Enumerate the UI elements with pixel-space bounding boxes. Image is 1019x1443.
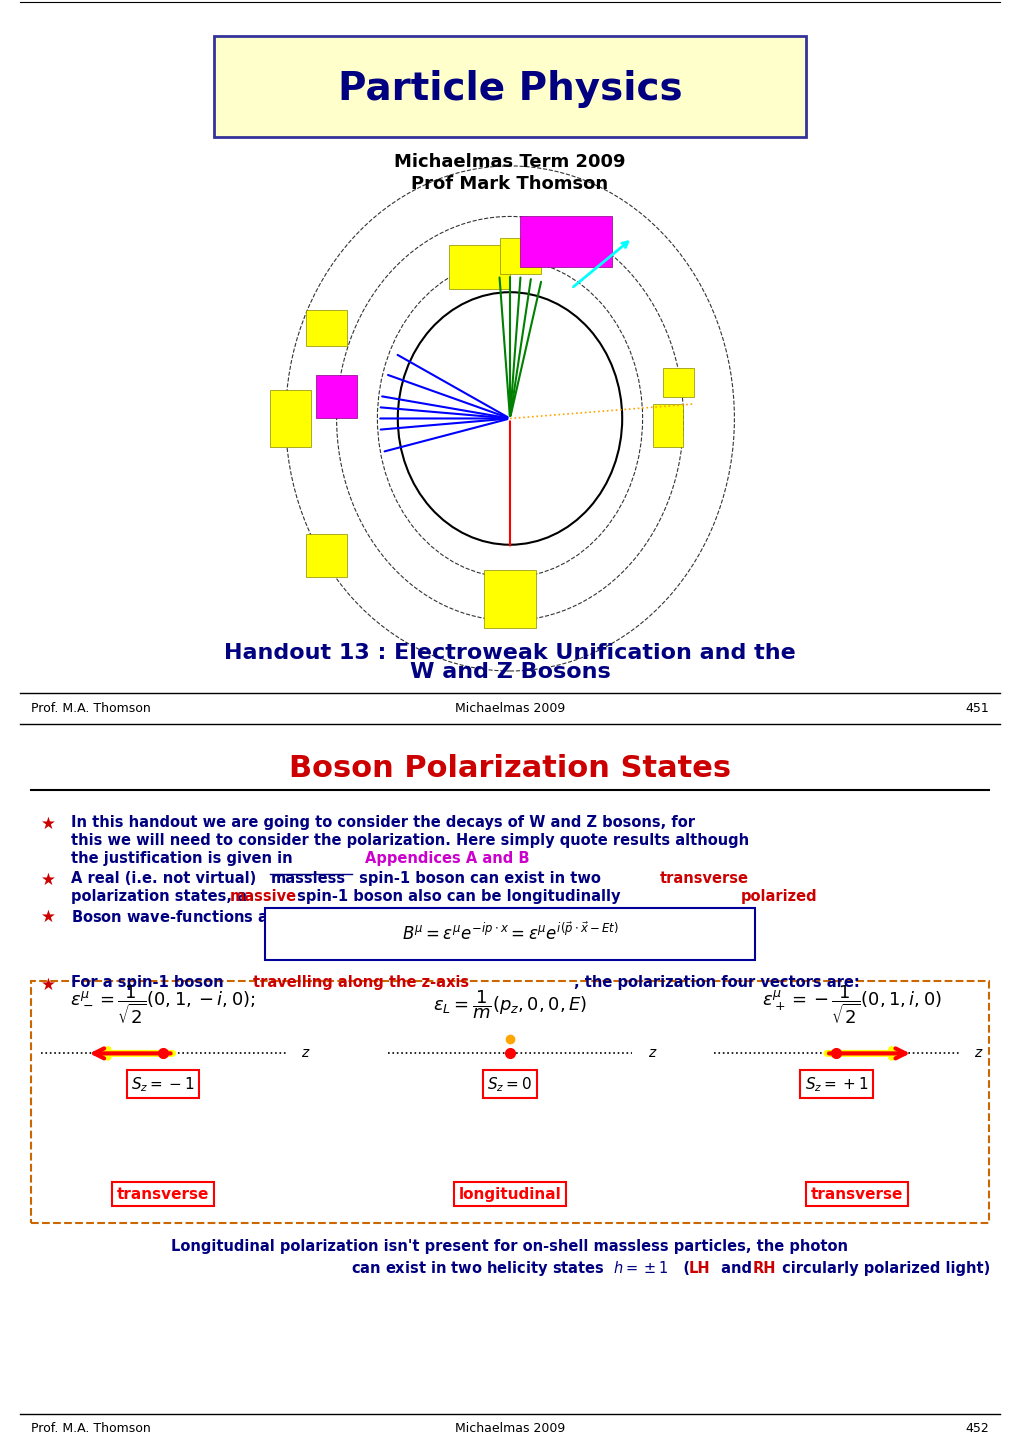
Text: 451: 451 [965, 701, 988, 716]
Text: A real (i.e. not virtual): A real (i.e. not virtual) [71, 870, 262, 886]
Text: massive: massive [229, 889, 297, 903]
FancyBboxPatch shape [520, 216, 611, 267]
Text: $S_z = +1$: $S_z = +1$ [804, 1075, 867, 1094]
Text: spin-1 boson can exist in two: spin-1 boson can exist in two [354, 870, 605, 886]
Text: $S_z = 0$: $S_z = 0$ [487, 1075, 532, 1094]
Text: Handout 13 : Electroweak Unification and the: Handout 13 : Electroweak Unification and… [224, 644, 795, 662]
Text: spin-1 boson also can be longitudinally: spin-1 boson also can be longitudinally [291, 889, 625, 903]
Text: z: z [973, 1046, 980, 1061]
Text: circularly polarized light): circularly polarized light) [776, 1261, 989, 1276]
FancyBboxPatch shape [316, 375, 357, 418]
Text: ★: ★ [41, 909, 56, 926]
Text: Longitudinal polarization isn't present for on-shell massless particles, the pho: Longitudinal polarization isn't present … [171, 1240, 848, 1254]
Text: Michaelmas Term 2009: Michaelmas Term 2009 [394, 153, 625, 172]
Text: transverse: transverse [117, 1186, 209, 1202]
Text: (: ( [667, 1261, 690, 1276]
Text: ★: ★ [41, 975, 56, 993]
Text: $S_z = -1$: $S_z = -1$ [131, 1075, 195, 1094]
Text: can exist in two helicity states  $h = \pm 1$: can exist in two helicity states $h = \p… [351, 1258, 668, 1278]
Text: polarized: polarized [740, 889, 816, 903]
Text: , the polarization four vectors are:: , the polarization four vectors are: [574, 975, 859, 990]
Text: z: z [647, 1046, 654, 1061]
Text: In this handout we are going to consider the decays of W and Z bosons, for: In this handout we are going to consider… [71, 815, 695, 830]
Text: z: z [301, 1046, 308, 1061]
Text: Particle Physics: Particle Physics [337, 69, 682, 108]
Text: ★: ★ [41, 870, 56, 889]
FancyBboxPatch shape [265, 908, 754, 960]
Text: 452: 452 [965, 1421, 988, 1436]
Text: RH: RH [752, 1261, 775, 1276]
Text: this we will need to consider the polarization. Here simply quote results althou: this we will need to consider the polari… [71, 834, 749, 848]
Text: ★: ★ [41, 815, 56, 833]
Text: the justification is given in: the justification is given in [71, 851, 298, 866]
Text: polarization states, a: polarization states, a [71, 889, 253, 903]
Text: Boson Polarization States: Boson Polarization States [288, 753, 731, 784]
FancyBboxPatch shape [31, 981, 988, 1224]
Text: Prof. M.A. Thomson: Prof. M.A. Thomson [31, 701, 150, 716]
Text: Appendices A and B: Appendices A and B [365, 851, 529, 866]
Text: and: and [715, 1261, 756, 1276]
Text: Boson wave-functions are written in terms of the polarization four-vector   $\va: Boson wave-functions are written in term… [71, 909, 710, 928]
Text: $\varepsilon^\mu_+ = -\dfrac{1}{\sqrt{2}}(0,1,i,0)$: $\varepsilon^\mu_+ = -\dfrac{1}{\sqrt{2}… [761, 983, 941, 1026]
FancyBboxPatch shape [214, 36, 805, 137]
Text: transverse: transverse [810, 1186, 902, 1202]
Text: travelling along the z-axis: travelling along the z-axis [253, 975, 469, 990]
Text: W and Z Bosons: W and Z Bosons [410, 662, 609, 683]
FancyBboxPatch shape [306, 310, 346, 346]
FancyBboxPatch shape [652, 404, 683, 447]
Text: LH: LH [688, 1261, 709, 1276]
FancyBboxPatch shape [448, 245, 510, 289]
Text: $B^\mu = \varepsilon^\mu e^{-ip\cdot x} = \varepsilon^\mu e^{i(\vec{p}\cdot\vec{: $B^\mu = \varepsilon^\mu e^{-ip\cdot x} … [401, 922, 618, 945]
FancyBboxPatch shape [306, 534, 346, 577]
Text: Prof. M.A. Thomson: Prof. M.A. Thomson [31, 1421, 150, 1436]
Text: $\varepsilon_L = \dfrac{1}{m}(p_z,0,0,E)$: $\varepsilon_L = \dfrac{1}{m}(p_z,0,0,E)… [432, 988, 587, 1020]
Text: Michaelmas 2009: Michaelmas 2009 [454, 1421, 565, 1436]
FancyBboxPatch shape [484, 570, 535, 628]
Text: Prof Mark Thomson: Prof Mark Thomson [411, 175, 608, 193]
FancyBboxPatch shape [270, 390, 311, 447]
Text: $\varepsilon^\mu_- = \dfrac{1}{\sqrt{2}}(0,1,-i,0);$: $\varepsilon^\mu_- = \dfrac{1}{\sqrt{2}}… [70, 983, 256, 1026]
Text: transverse: transverse [659, 870, 748, 886]
FancyBboxPatch shape [662, 368, 693, 397]
Text: Michaelmas 2009: Michaelmas 2009 [454, 701, 565, 716]
Text: For a spin-1 boson: For a spin-1 boson [71, 975, 229, 990]
Text: massless: massless [270, 870, 345, 886]
FancyBboxPatch shape [499, 238, 540, 274]
Text: longitudinal: longitudinal [459, 1186, 560, 1202]
